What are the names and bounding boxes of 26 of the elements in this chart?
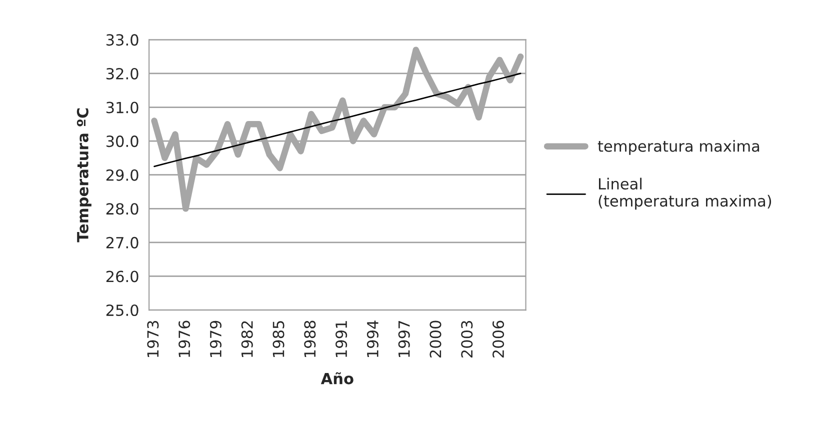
x-tick-label: 1994 <box>366 320 378 357</box>
y-tick-label: 29.0 <box>106 169 138 181</box>
x-tick-label: 1988 <box>304 320 316 357</box>
x-tick-label: 2003 <box>461 320 473 358</box>
y-tick-label: 33.0 <box>106 34 138 46</box>
y-tick-label: 32.0 <box>106 68 138 80</box>
line-series <box>154 72 522 168</box>
y-tick-label: 28.0 <box>106 203 138 215</box>
y-tick-label: 31.0 <box>106 102 138 114</box>
y-axis-title: Temperatura ºC <box>76 108 92 242</box>
x-tick-label: 1991 <box>336 321 348 357</box>
x-tick-label: 1997 <box>398 321 410 357</box>
x-tick-label: 2000 <box>430 320 442 358</box>
x-tick-label: 2006 <box>492 320 504 358</box>
x-tick-label: 1985 <box>272 321 284 357</box>
x-tick-label: 1982 <box>241 321 253 357</box>
x-axis-title: Año <box>320 372 354 384</box>
y-tick-label: 27.0 <box>106 236 138 248</box>
legend-label: temperatura maxima <box>598 140 760 155</box>
legend-label: Lineal (temperatura maxima) <box>598 178 772 210</box>
y-tick-label: 30.0 <box>106 136 138 148</box>
x-tick-label: 1973 <box>147 320 159 357</box>
y-tick-label: 26.0 <box>106 270 138 282</box>
x-tick-label: 1976 <box>178 320 190 357</box>
x-tick-label: 1979 <box>210 320 222 357</box>
y-tick-label: 25.0 <box>106 304 138 316</box>
